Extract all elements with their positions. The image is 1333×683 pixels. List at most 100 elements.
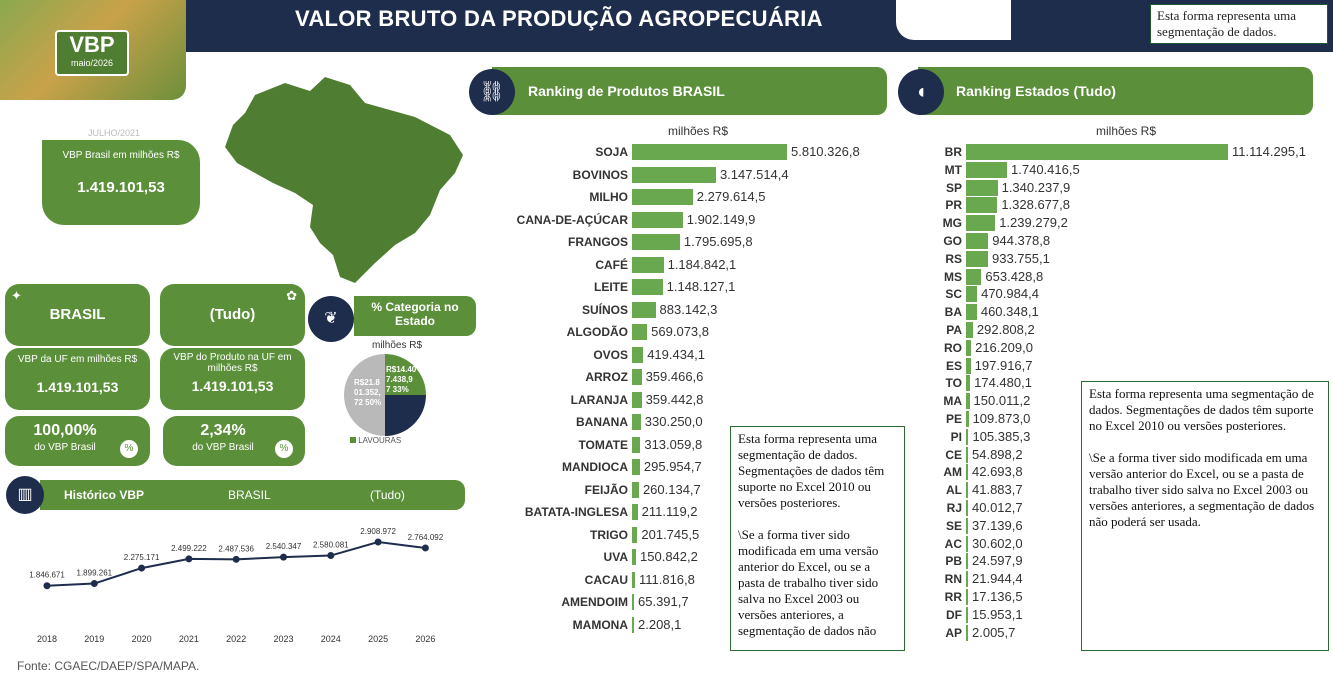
estado-bar[interactable] (966, 500, 968, 516)
estado-value-label: 216.209,0 (975, 339, 1033, 355)
estado-bar[interactable] (966, 535, 968, 552)
produto-value-label: 313.059,8 (644, 436, 703, 452)
historico-point[interactable] (374, 538, 382, 546)
produto-bar[interactable] (632, 481, 639, 498)
historico-year-label: 2023 (273, 634, 293, 644)
produto-bar[interactable] (632, 391, 642, 408)
estado-bar[interactable] (966, 179, 998, 196)
produto-category-label: CANA-DE-AÇÚCAR (516, 212, 628, 227)
estado-bar[interactable] (966, 606, 968, 623)
estados-title: Ranking Estados (Tudo) (956, 83, 1116, 99)
produto-bar[interactable] (632, 549, 637, 565)
produto-bar[interactable] (632, 594, 634, 610)
produto-bar[interactable] (632, 346, 644, 363)
estado-category-label: SC (945, 287, 962, 302)
produto-pct-value: 2,34% (200, 422, 246, 439)
estado-category-label: MS (944, 269, 962, 284)
historico-point[interactable] (232, 555, 240, 563)
estado-category-label: SP (945, 180, 962, 195)
logo-date: maio/2026 (70, 58, 114, 68)
produto-category-label: OVOS (593, 347, 628, 362)
estado-value-label: 1.328.677,8 (1001, 197, 1070, 213)
historico-value-label: 2.908.972 (360, 527, 396, 536)
estado-bar[interactable] (966, 268, 982, 285)
estado-bar[interactable] (966, 517, 968, 534)
estado-bar[interactable] (966, 197, 998, 214)
estado-bar[interactable] (966, 428, 969, 445)
historico-point[interactable] (138, 564, 146, 572)
estado-bar[interactable] (966, 446, 968, 463)
estado-bar[interactable] (966, 553, 968, 570)
produto-vbp-card: VBP do Produto na UF em milhões R$ 1.419… (160, 348, 305, 410)
historico-point[interactable] (327, 552, 335, 560)
pie-label-a: R$14.40 7.438,9 7 33% (386, 365, 417, 394)
estado-bar[interactable] (966, 215, 996, 232)
produto-bar[interactable] (632, 571, 635, 588)
produto-bar[interactable] (632, 144, 787, 160)
estado-bar[interactable] (966, 286, 978, 303)
estado-value-label: 54.898,2 (972, 446, 1023, 462)
produto-bar[interactable] (632, 616, 634, 633)
produto-bar[interactable] (632, 189, 693, 205)
produto-category-label: LEITE (593, 280, 628, 294)
historico-header: Histórico VBP BRASIL (Tudo) (40, 480, 465, 510)
estado-bar[interactable] (966, 233, 989, 249)
estados-bar-chart: BR 11.114.295,1 MT 1.740.416,5 SP 1.340.237,9… (920, 144, 1330, 644)
estado-bar[interactable] (966, 144, 1228, 160)
estado-bar[interactable] (966, 589, 968, 605)
estado-bar[interactable] (966, 250, 988, 267)
estado-value-label: 292.808,2 (976, 322, 1035, 337)
produto-bar[interactable] (632, 504, 638, 520)
produto-value-label: 201.745,5 (641, 526, 700, 542)
estado-bar[interactable] (966, 482, 968, 499)
estado-value-label: 15.953,1 (972, 606, 1023, 622)
produto-bar[interactable] (632, 436, 641, 453)
produto-bar[interactable] (632, 414, 641, 430)
estado-bar[interactable] (966, 322, 973, 338)
produto-bar[interactable] (632, 324, 648, 340)
estado-value-label: 30.602,0 (972, 535, 1023, 551)
estado-bar[interactable] (966, 304, 977, 321)
estado-value-label: 21.944,4 (972, 571, 1023, 587)
historico-point[interactable] (421, 544, 429, 552)
slicer-placeholder-produtos: Esta forma representa uma segmentação de… (730, 426, 905, 651)
produto-bar[interactable] (632, 279, 663, 295)
estado-value-label: 37.139,6 (972, 517, 1023, 533)
estado-bar[interactable] (966, 411, 969, 427)
estado-bar[interactable] (966, 357, 971, 374)
produto-bar[interactable] (632, 301, 656, 318)
produto-bar[interactable] (632, 526, 638, 543)
historico-point[interactable] (90, 580, 98, 588)
produtos-bar-chart: SOJA 5.810.326,8 BOVINOS 3.147.514,4 MILHO 2.… (480, 144, 900, 644)
estado-bar[interactable] (966, 161, 1008, 178)
uf-slicer-button[interactable]: ✦ BRASIL (5, 284, 150, 346)
produto-bar[interactable] (632, 166, 716, 183)
south-america-icon: ◖ (898, 69, 944, 115)
estado-bar[interactable] (966, 624, 968, 641)
slicer-placeholder-estados: Esta forma representa uma segmentação de… (1081, 381, 1329, 651)
produtos-header: Ranking de Produtos BRASIL (492, 67, 887, 115)
estado-bar[interactable] (966, 375, 971, 392)
estado-category-label: PB (945, 554, 962, 569)
ghost-date-label: JULHO/2021 (88, 128, 141, 138)
produto-value-label: 1.184.842,1 (667, 256, 737, 272)
estado-bar[interactable] (966, 393, 970, 410)
historico-value-label: 2.487.536 (218, 544, 254, 553)
produto-bar[interactable] (632, 256, 664, 273)
estado-bar[interactable] (966, 464, 968, 481)
produto-category-label: UVA (603, 550, 628, 564)
produto-bar[interactable] (632, 234, 680, 250)
historico-point[interactable] (280, 553, 287, 561)
estado-bar[interactable] (966, 339, 972, 356)
historico-point[interactable] (185, 555, 193, 563)
historico-point[interactable] (43, 582, 51, 590)
estado-value-label: 1.740.416,5 (1011, 161, 1080, 177)
produto-slicer-button[interactable]: ✿ (Tudo) (160, 284, 305, 346)
produto-bar[interactable] (632, 211, 683, 228)
estado-category-label: PR (945, 198, 962, 213)
produto-value-label: 260.134,7 (642, 481, 701, 497)
estado-bar[interactable] (966, 571, 968, 588)
produto-bar[interactable] (632, 459, 640, 475)
produto-bar[interactable] (632, 369, 642, 385)
produto-value-label: 1.795.695,8 (683, 234, 753, 249)
